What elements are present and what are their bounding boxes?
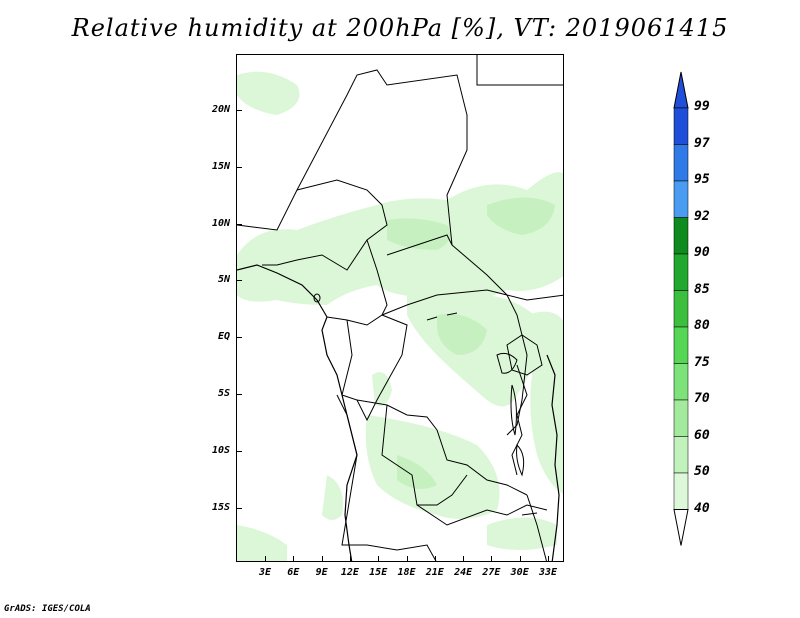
colorbar-segment	[673, 399, 689, 437]
lon-label: 33E	[538, 567, 558, 578]
colorbar-segment	[673, 290, 689, 328]
lakes	[313, 293, 538, 516]
colorbar-max-arrow	[673, 71, 689, 109]
lon-tick	[265, 556, 266, 562]
lon-label: 27E	[482, 567, 501, 578]
lon-label: 30E	[510, 567, 529, 578]
lat-tick	[236, 280, 242, 282]
colorbar-label: 95	[694, 172, 710, 187]
lat-tick	[236, 337, 242, 339]
lat-tick	[236, 450, 242, 452]
colorbar-segment	[673, 107, 689, 145]
lon-tick	[378, 556, 380, 562]
colorbar-label: 40	[694, 500, 710, 516]
footer-credit: GrADS: IGES/COLA	[4, 604, 91, 614]
colorbar-segment	[673, 180, 689, 218]
colorbar-label: 50	[694, 464, 710, 479]
lon-label: 6E	[287, 567, 300, 578]
lon-label: 9E	[315, 567, 328, 578]
lat-label: 20N	[211, 104, 230, 115]
lon-tick	[293, 556, 295, 562]
country-borders	[237, 55, 563, 561]
colorbar-segment	[673, 472, 689, 510]
lon-tick	[434, 556, 436, 562]
map-panel	[236, 54, 564, 562]
lat-label: 10N	[211, 217, 230, 229]
colorbar	[673, 71, 689, 546]
colorbar-label: 60	[694, 427, 710, 443]
colorbar-label: 75	[694, 354, 710, 370]
lon-tick	[406, 556, 408, 562]
map-title: Relative humidity at 200hPa [%], VT: 201…	[71, 14, 729, 42]
lon-tick	[321, 556, 323, 562]
coastline	[237, 264, 560, 561]
lon-tick	[463, 556, 465, 562]
lat-label: 5S	[217, 388, 230, 399]
lat-label: 10S	[211, 444, 230, 456]
colorbar-segment	[673, 363, 689, 401]
lat-tick	[236, 507, 242, 509]
lon-label: 12E	[340, 567, 359, 578]
humidity-shading-medium	[387, 197, 555, 489]
lon-label: 24E	[454, 567, 473, 578]
lon-label: 15E	[369, 567, 388, 578]
lat-label: EQ	[217, 331, 230, 343]
lon-label: 3E	[258, 567, 272, 578]
lat-tick	[236, 394, 242, 395]
colorbar-label: 80	[694, 318, 710, 333]
colorbar-label: 90	[694, 245, 710, 260]
colorbar-label: 97	[694, 135, 710, 151]
colorbar-min-arrow	[673, 509, 689, 546]
lat-tick	[236, 166, 242, 168]
humidity-map	[237, 55, 563, 561]
lon-tick	[519, 556, 521, 562]
colorbar-segment	[673, 217, 689, 255]
lon-label: 18E	[397, 567, 416, 578]
colorbar-segment	[673, 326, 689, 364]
lon-label: 21E	[425, 567, 444, 578]
colorbar-label: 92	[694, 208, 710, 224]
colorbar-segment	[673, 436, 689, 474]
lat-label: 5N	[217, 274, 230, 286]
colorbar-label: 85	[694, 281, 710, 297]
colorbar-label: 70	[694, 391, 710, 406]
lon-tick	[491, 556, 493, 562]
lat-tick	[236, 110, 242, 111]
lat-label: 15S	[211, 501, 230, 513]
colorbar-label: 99	[694, 99, 710, 114]
lon-tick	[349, 556, 351, 562]
colorbar-segment	[673, 144, 689, 182]
lat-tick	[236, 223, 242, 225]
lon-tick	[548, 556, 549, 562]
colorbar-segment	[673, 253, 689, 291]
lat-label: 15N	[211, 160, 230, 172]
